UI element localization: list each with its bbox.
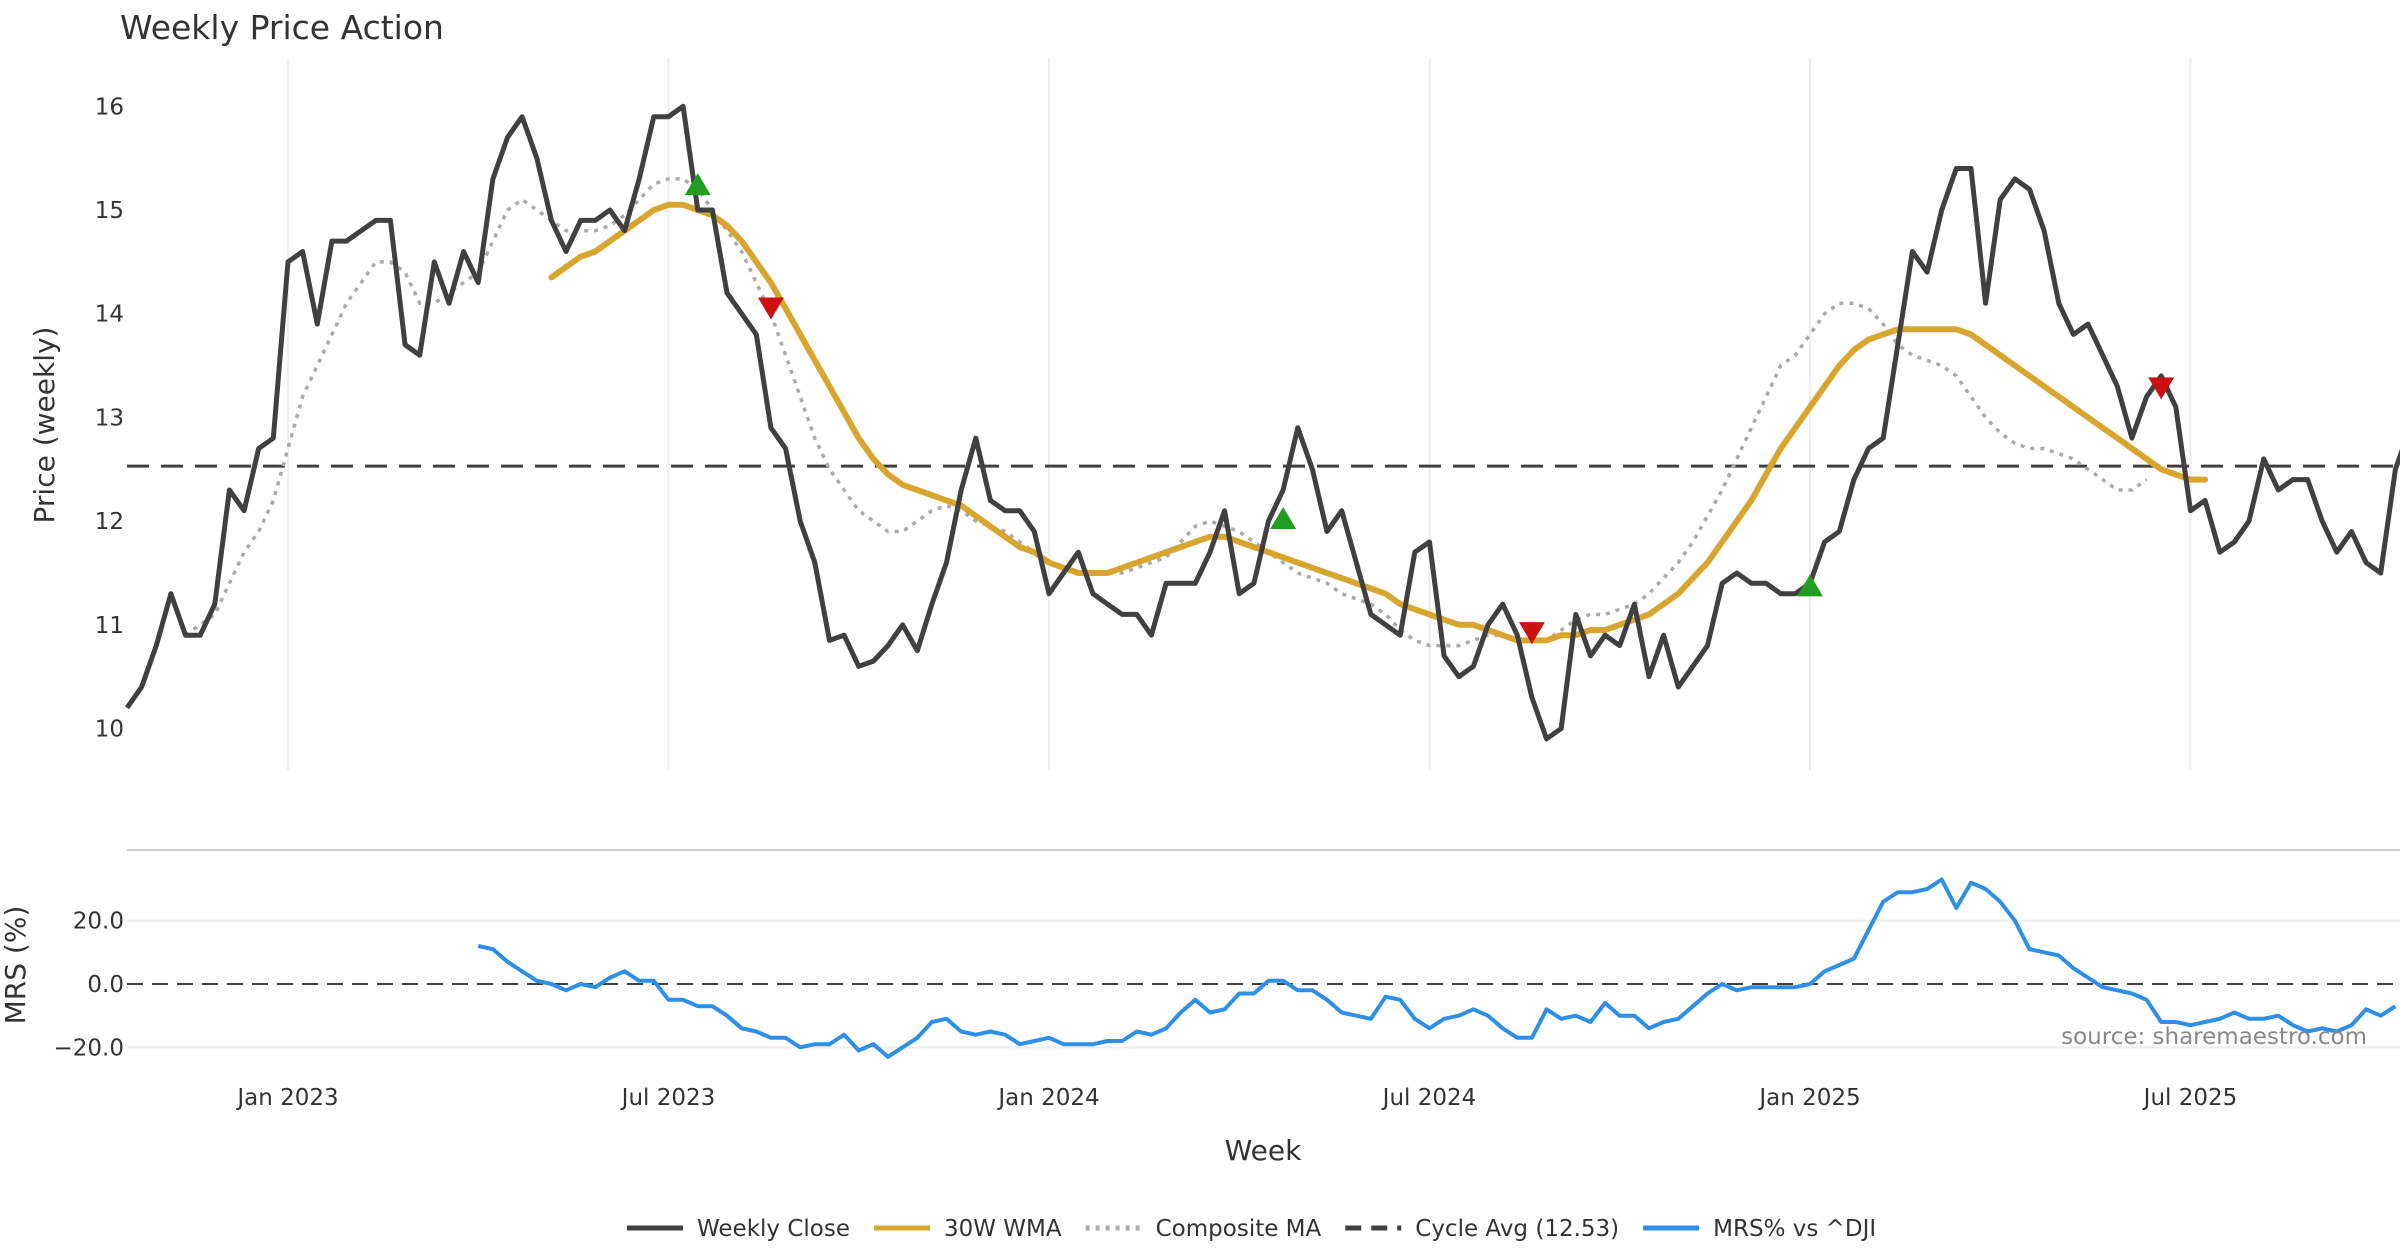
x-tick: Jan 2024 [996,1085,1099,1111]
price-y-axis-label: Price (weekly) [28,327,61,524]
legend-label: MRS% vs ^DJI [1713,1216,1876,1242]
chart-title: Weekly Price Action [120,8,444,47]
price-y-tick: 15 [95,198,124,224]
mrs-y-tick: −20.0 [54,1035,124,1061]
gridlines [127,58,2400,1049]
x-tick: Jul 2025 [2142,1085,2238,1111]
price-y-tick: 10 [95,717,124,743]
mrs-line [477,877,2397,1059]
sell-marker [757,297,784,320]
legend-label: Composite MA [1156,1216,1322,1242]
x-tick: Jul 2024 [1381,1085,1477,1111]
signal-markers [684,173,2175,645]
x-tick: Jul 2023 [620,1085,716,1111]
mrs-y-ticks: −20.0 0.0 20.0 [54,909,124,1062]
source-note: source: sharemaestro.com [2061,1024,2367,1050]
legend-label: 30W WMA [944,1216,1062,1242]
mrs-y-tick: 0.0 [87,972,124,998]
composite-ma-line [184,177,2148,648]
price-y-tick: 11 [95,613,124,639]
legend-label: Weekly Close [697,1216,850,1242]
price-y-tick: 12 [95,509,124,535]
price-y-tick: 14 [95,302,124,328]
sell-marker [1518,622,1545,645]
buy-marker [684,173,711,196]
x-ticks: Jan 2023 Jul 2023 Jan 2024 Jul 2024 Jan 2025… [235,1085,2237,1111]
price-y-ticks: 10 11 12 13 14 15 16 [95,94,124,742]
price-y-tick: 13 [95,405,124,431]
buy-marker [1270,507,1297,529]
legend-label: Cycle Avg (12.53) [1415,1216,1619,1242]
x-tick: Jan 2023 [235,1085,338,1111]
wma-30w-line [548,201,2209,644]
weekly-close-line [124,103,2400,742]
price-y-tick: 16 [95,94,124,120]
mrs-y-tick: 20.0 [73,909,124,935]
legend: Weekly Close 30W WMA Composite MA Cycle Avg… [627,1216,1876,1242]
sell-marker [2148,377,2175,400]
x-tick: Jan 2025 [1757,1085,1860,1111]
x-axis-label: Week [1225,1134,1302,1167]
buy-marker [1796,574,1823,597]
mrs-y-axis-label: MRS (%) [0,906,32,1025]
